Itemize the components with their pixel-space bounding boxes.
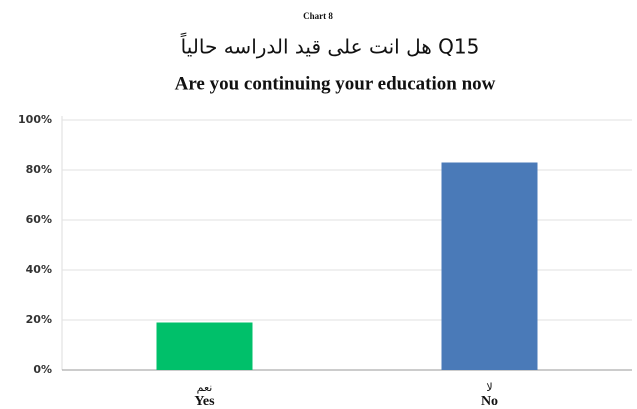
x-tick-label: No bbox=[481, 394, 498, 409]
bar bbox=[441, 162, 538, 370]
y-tick-label: 20% bbox=[26, 313, 52, 326]
x-tick-label-ar: نعم bbox=[197, 381, 213, 394]
chart-title: هل انت على قيد الدراسه حالياً Q15 bbox=[180, 32, 479, 58]
y-tick-label: 100% bbox=[18, 113, 52, 126]
chart-label: Chart 8 bbox=[303, 11, 333, 21]
bar bbox=[156, 322, 253, 370]
chart-subtitle: Are you continuing your education now bbox=[175, 73, 496, 94]
y-tick-label: 40% bbox=[26, 263, 52, 276]
x-tick-label-ar: لا bbox=[486, 381, 492, 394]
x-tick-label: Yes bbox=[194, 394, 215, 409]
y-tick-label: 80% bbox=[26, 163, 52, 176]
y-tick-label: 0% bbox=[33, 363, 52, 376]
y-tick-label: 60% bbox=[26, 213, 52, 226]
